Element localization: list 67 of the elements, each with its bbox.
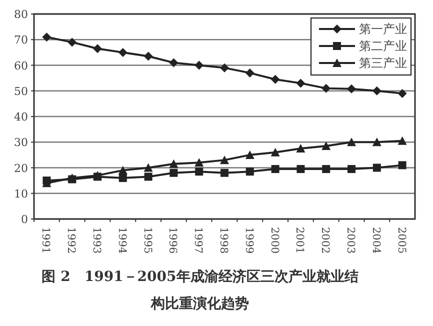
- x-tick-label: 1992: [65, 227, 78, 254]
- point: [270, 148, 280, 156]
- y-tick-label: 50: [14, 84, 28, 98]
- y-tick-label: 0: [21, 213, 28, 226]
- point: [347, 84, 356, 94]
- x-tick-label: 2000: [268, 227, 280, 254]
- y-tick-label: 80: [14, 8, 28, 21]
- point: [93, 44, 102, 54]
- text: 图 2 1991－2005年成渝经济区三次产业就业结构比重演化趋势: [40, 268, 360, 314]
- point: [220, 168, 228, 177]
- point: [322, 141, 331, 150]
- point: [372, 138, 382, 146]
- point: [220, 156, 229, 164]
- x-tick-label: 2002: [319, 227, 332, 254]
- x-tick-label: 1991: [40, 227, 52, 254]
- point: [270, 74, 280, 84]
- point: [169, 159, 178, 168]
- x-tick-label: 1995: [141, 227, 154, 254]
- point: [144, 163, 153, 172]
- legend-label: 第三产业: [359, 56, 407, 70]
- point: [296, 78, 306, 88]
- y-tick-label: 70: [14, 34, 28, 47]
- y-tick-label: 10: [14, 187, 28, 200]
- point: [42, 32, 52, 42]
- point: [372, 164, 381, 172]
- point: [245, 150, 254, 159]
- x-tick-label: 2003: [344, 227, 356, 254]
- y-tick-label: 40: [14, 110, 28, 124]
- point: [144, 52, 153, 61]
- x-tick-label: 1996: [166, 227, 179, 254]
- legend-label: 第二产业: [359, 39, 407, 53]
- point: [348, 165, 356, 174]
- point: [194, 60, 204, 70]
- point: [118, 48, 128, 57]
- x-tick-label: 1997: [192, 227, 204, 254]
- legend-label: 第一产业: [359, 22, 407, 36]
- point: [245, 68, 254, 78]
- point: [296, 144, 306, 153]
- point: [322, 84, 331, 93]
- point: [68, 38, 77, 47]
- point: [118, 166, 128, 174]
- x-tick-label: 1998: [218, 227, 230, 254]
- point: [195, 168, 204, 176]
- point: [220, 63, 229, 72]
- y-tick-label: 30: [14, 136, 28, 150]
- point: [372, 86, 382, 96]
- point: [398, 161, 406, 170]
- point: [170, 168, 178, 177]
- point: [398, 136, 407, 145]
- point: [194, 158, 204, 167]
- point: [296, 165, 305, 174]
- x-tick-label: 1994: [116, 227, 128, 254]
- x-tick-label: 2004: [370, 227, 382, 254]
- point: [246, 168, 254, 176]
- x-tick-label: 1993: [90, 227, 102, 254]
- point: [322, 165, 330, 174]
- x-tick-label: 2001: [294, 227, 306, 254]
- y-tick-label: 20: [14, 162, 28, 175]
- point: [398, 88, 407, 98]
- y-tick-label: 60: [14, 59, 28, 72]
- x-tick-label: 2005: [395, 227, 408, 254]
- point: [144, 172, 152, 181]
- point: [271, 165, 280, 174]
- point: [118, 174, 127, 182]
- x-tick-label: 1999: [242, 227, 255, 254]
- point: [169, 58, 178, 68]
- point: [347, 138, 356, 146]
